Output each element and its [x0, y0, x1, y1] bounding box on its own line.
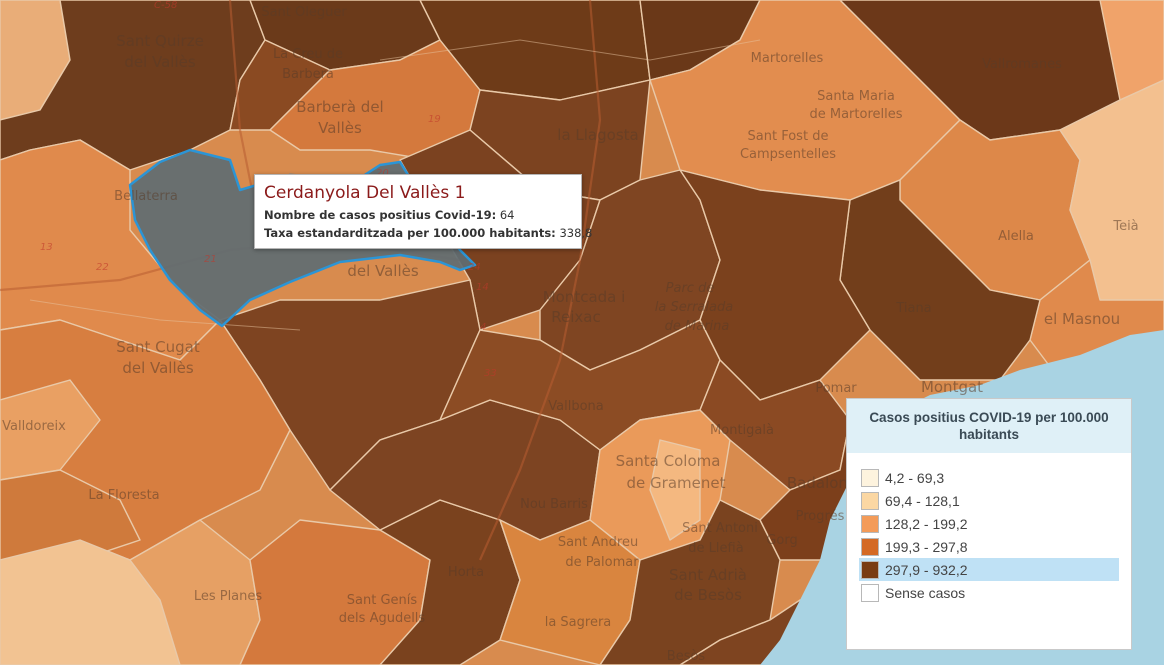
legend-item-range-3[interactable]: 128,2 - 199,2: [859, 512, 1119, 535]
legend-item-label: 69,4 - 128,1: [885, 492, 960, 509]
legend-swatch: [861, 514, 879, 533]
label-sant-fost: Sant Fost de: [748, 129, 829, 144]
svg-text:de Gramenet: de Gramenet: [627, 474, 726, 492]
svg-text:Campsentelles: Campsentelles: [740, 147, 836, 162]
label-sant-cugat: Sant Cugat: [116, 338, 200, 356]
label-teia: Teià: [1112, 219, 1138, 234]
svg-text:33: 33: [484, 368, 497, 379]
svg-text:13: 13: [40, 242, 53, 253]
svg-text:14: 14: [476, 282, 489, 293]
label-montigala: Montigalà: [710, 423, 774, 438]
legend-swatch: [861, 491, 879, 510]
legend-item-no-cases[interactable]: Sense casos: [859, 581, 1119, 604]
label-la-sagrera: la Sagrera: [545, 615, 612, 630]
label-santa-coloma: Santa Coloma: [616, 452, 721, 470]
label-santa-maria: Santa Maria: [817, 89, 895, 104]
svg-text:dels Agudells: dels Agudells: [339, 611, 426, 626]
label-montgat: Montgat: [921, 378, 983, 396]
legend-swatch: [861, 560, 879, 579]
road-labels: C-58 19 13 20 22 24 14 4 33 21: [40, 0, 497, 379]
region-tooltip: Cerdanyola Del Vallès 1 Nombre de casos …: [254, 174, 592, 249]
region-la-floresta: [0, 469, 141, 561]
svg-text:del Vallès: del Vallès: [347, 262, 419, 280]
region-valldoreix-light: [0, 379, 101, 481]
svg-text:de Martorelles: de Martorelles: [809, 107, 902, 122]
place-labels: Sant Quirze del Vallès Sant Oleguer La C…: [2, 5, 1138, 664]
label-bellaterra: Bellaterra: [114, 189, 178, 204]
region-llefia: [649, 439, 701, 541]
svg-text:21: 21: [204, 254, 217, 265]
legend-item-range-4[interactable]: 199,3 - 297,8: [859, 535, 1119, 558]
svg-text:24: 24: [468, 262, 481, 273]
label-sant-quirze: Sant Quirze: [116, 32, 204, 50]
label-parc-serralada: Parc de: [666, 281, 715, 296]
legend-swatch: [861, 583, 879, 602]
tooltip-rate-label: Taxa estandarditzada per 100.000 habitan…: [264, 226, 556, 240]
tooltip-rate-value: 338,8: [559, 226, 593, 240]
svg-text:de Besòs: de Besòs: [674, 586, 742, 604]
label-sant-andreu: Sant Andreu: [558, 535, 638, 550]
label-progres: Progrés: [796, 509, 845, 524]
legend-item-label: 297,9 - 932,2: [885, 561, 968, 578]
label-sant-antoni: Sant Antoni: [682, 521, 758, 536]
legend-item-label: 128,2 - 199,2: [885, 515, 968, 532]
label-alella: Alella: [998, 229, 1034, 244]
label-sant-oleguer: Sant Oleguer: [261, 5, 347, 20]
label-horta: Horta: [448, 565, 484, 580]
legend-item-range-1[interactable]: 4,2 - 69,3: [859, 466, 1119, 489]
label-pomar: Pomar: [815, 381, 857, 396]
svg-text:de Palomar: de Palomar: [565, 555, 639, 570]
legend-item-label: 4,2 - 69,3: [885, 469, 945, 486]
tooltip-rate: Taxa estandarditzada per 100.000 habitan…: [264, 224, 592, 242]
svg-text:22: 22: [96, 262, 109, 273]
label-valldoreix: Valldoreix: [2, 419, 66, 434]
label-vallbona: Vallbona: [548, 399, 604, 414]
label-nou-barris: Nou Barris: [520, 497, 588, 512]
legend-item-label: Sense casos: [885, 584, 966, 601]
label-sant-adria: Sant Adrià: [669, 566, 747, 584]
svg-text:Vallès: Vallès: [318, 119, 362, 137]
legend-swatch: [861, 537, 879, 556]
tooltip-title: Cerdanyola Del Vallès 1: [264, 183, 466, 203]
map-legend: Casos positius COVID-19 per 100.000 habi…: [846, 398, 1132, 650]
label-montcada: Montcada i: [543, 288, 626, 306]
svg-text:20: 20: [376, 168, 389, 179]
legend-swatch: [861, 468, 879, 487]
tooltip-cases: Nombre de casos positius Covid-19: 64: [264, 206, 572, 224]
label-tiana: Tiana: [895, 301, 931, 316]
legend-item-range-5[interactable]: 297,9 - 932,2: [859, 558, 1119, 581]
label-el-masnou: el Masnou: [1044, 310, 1120, 328]
label-badalona: Badalona: [787, 474, 857, 492]
label-barbera: Barberà del: [296, 98, 383, 116]
svg-text:la Serralada: la Serralada: [655, 300, 733, 315]
label-gorg: Gorg: [766, 533, 797, 548]
svg-text:19: 19: [428, 114, 441, 125]
region-northeast-light: [1099, 0, 1164, 101]
legend-items: 4,2 - 69,3 69,4 - 128,1 128,2 - 199,2 19…: [847, 453, 1131, 604]
svg-text:de Marina: de Marina: [665, 319, 730, 334]
svg-text:de Llefià: de Llefià: [688, 541, 743, 556]
svg-text:del Vallès: del Vallès: [122, 359, 194, 377]
svg-text:C-58: C-58: [154, 0, 177, 11]
svg-text:Reixac: Reixac: [551, 308, 600, 326]
label-sant-genis: Sant Genís: [347, 593, 418, 608]
svg-text:del Vallès: del Vallès: [124, 53, 196, 71]
legend-title: Casos positius COVID-19 per 100.000 habi…: [847, 399, 1131, 453]
label-besos: Besòs: [667, 649, 706, 664]
tooltip-cases-label: Nombre de casos positius Covid-19:: [264, 208, 497, 222]
legend-item-label: 199,3 - 297,8: [885, 538, 968, 555]
legend-item-range-2[interactable]: 69,4 - 128,1: [859, 489, 1119, 512]
svg-text:4: 4: [480, 322, 486, 333]
label-la-llagosta: la Llagosta: [557, 126, 638, 144]
label-martorelles: Martorelles: [751, 51, 824, 66]
label-la-creu: La Creu de: [273, 47, 343, 62]
tooltip-cases-value: 64: [499, 208, 515, 222]
label-la-floresta: La Floresta: [88, 488, 159, 503]
svg-text:Barberà: Barberà: [282, 67, 334, 82]
label-vallromanes: Vallromanes: [982, 57, 1062, 72]
label-les-planes: Les Planes: [194, 589, 263, 604]
